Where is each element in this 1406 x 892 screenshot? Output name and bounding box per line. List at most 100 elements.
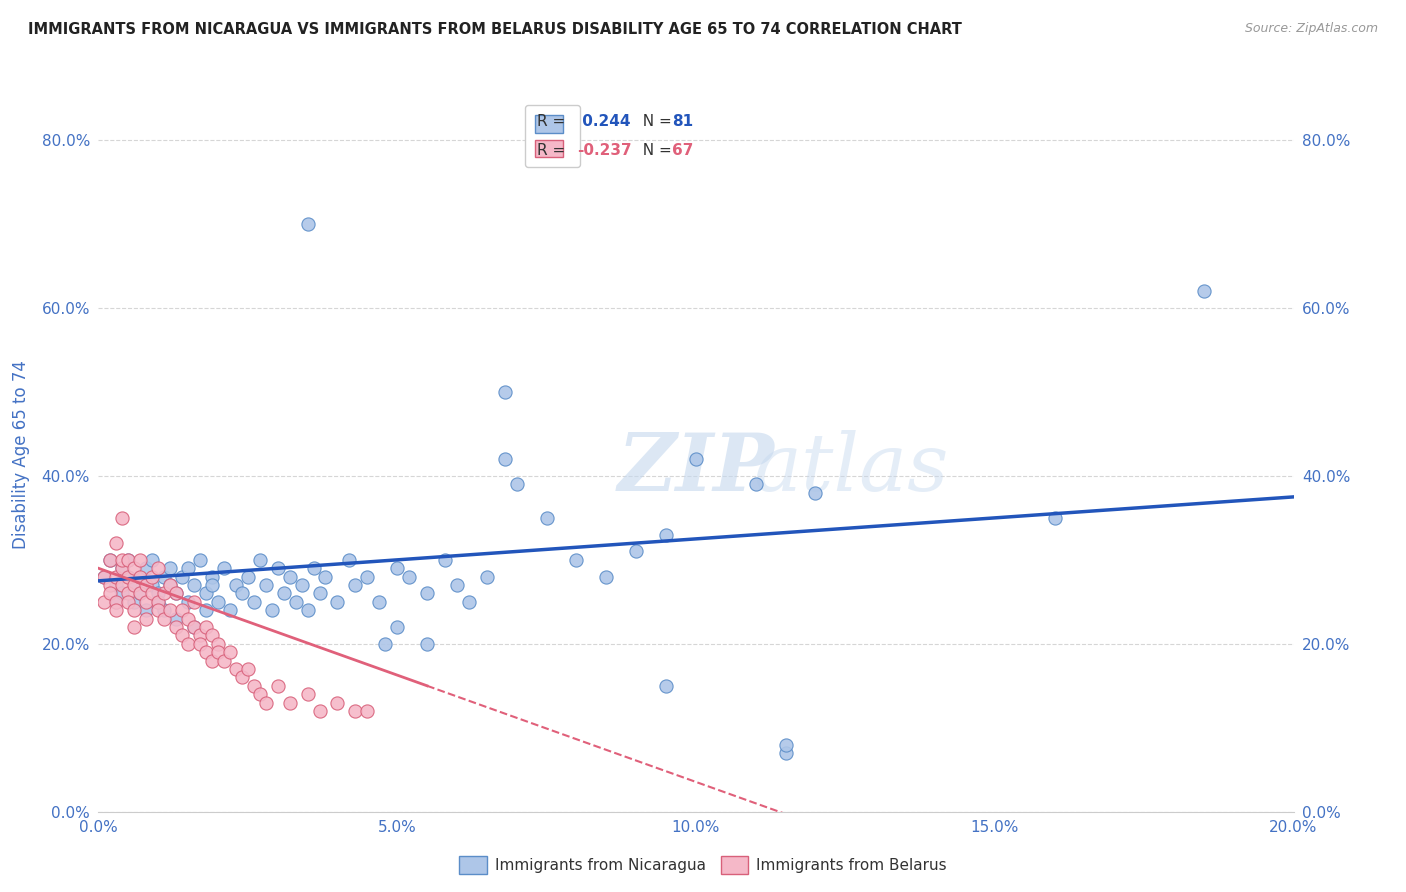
Point [153,612,176,626]
Point [506,477,529,491]
Point [117,569,139,583]
Point [249,687,271,701]
Text: -0.237: -0.237 [576,143,631,158]
Point [100,553,122,567]
Point [207,637,229,651]
Point [219,603,242,617]
Point [111,586,134,600]
Text: Source: ZipAtlas.com: Source: ZipAtlas.com [1244,22,1378,36]
Point [297,217,319,231]
Point [212,561,235,575]
Point [219,645,242,659]
Point [124,561,146,575]
Point [1192,284,1215,298]
Point [416,586,439,600]
Point [201,654,224,668]
Point [93,569,115,583]
Point [344,704,367,718]
Point [195,586,218,600]
Point [278,696,301,710]
Point [260,603,283,617]
Point [385,561,409,575]
Point [148,595,170,609]
Point [434,553,457,567]
Point [100,586,122,600]
Point [111,561,134,575]
Point [153,603,176,617]
Point [129,586,152,600]
Point [117,553,139,567]
Point [188,637,211,651]
Point [117,569,139,583]
Point [135,561,157,575]
Point [302,561,325,575]
Point [117,586,139,600]
Point [105,595,128,609]
Text: N =: N = [633,114,676,129]
Point [356,569,378,583]
Point [1043,511,1066,525]
Point [105,603,128,617]
Point [201,569,224,583]
Point [188,553,211,567]
Point [267,679,290,693]
Point [172,569,194,583]
Point [475,569,498,583]
Point [117,595,139,609]
Point [273,586,295,600]
Point [105,578,128,592]
Point [111,553,134,567]
Point [111,578,134,592]
Point [804,485,827,500]
Point [655,679,678,693]
Point [565,553,588,567]
Point [655,527,678,541]
Point [177,637,200,651]
Point [141,578,163,592]
Legend: , : , [526,105,579,167]
Point [165,586,187,600]
Point [385,620,409,634]
Point [236,569,259,583]
Point [172,628,194,642]
Point [124,595,146,609]
Point [148,561,170,575]
Point [129,569,152,583]
Point [183,595,205,609]
Point [416,637,439,651]
Point [494,384,516,399]
Point [267,561,290,575]
Point [117,553,139,567]
Point [159,578,181,592]
Point [536,511,558,525]
Point [148,586,170,600]
Point [141,569,163,583]
Point [278,569,301,583]
Point [225,578,247,592]
Point [326,696,349,710]
Y-axis label: Disability Age 65 to 74: Disability Age 65 to 74 [13,360,31,549]
Point [249,553,271,567]
Point [195,620,218,634]
Point [183,620,205,634]
Point [135,578,157,592]
Point [124,620,146,634]
Point [93,595,115,609]
Point [326,595,349,609]
Point [356,704,378,718]
Point [207,595,229,609]
Legend: Immigrants from Nicaragua, Immigrants from Belarus: Immigrants from Nicaragua, Immigrants fr… [453,850,953,880]
Point [141,553,163,567]
Point [626,544,648,558]
Point [374,637,396,651]
Point [494,452,516,467]
Point [308,704,330,718]
Text: 67: 67 [672,143,693,158]
Point [775,746,797,760]
Point [165,612,187,626]
Point [159,578,181,592]
Point [243,679,266,693]
Point [141,586,163,600]
Point [254,578,277,592]
Point [129,553,152,567]
